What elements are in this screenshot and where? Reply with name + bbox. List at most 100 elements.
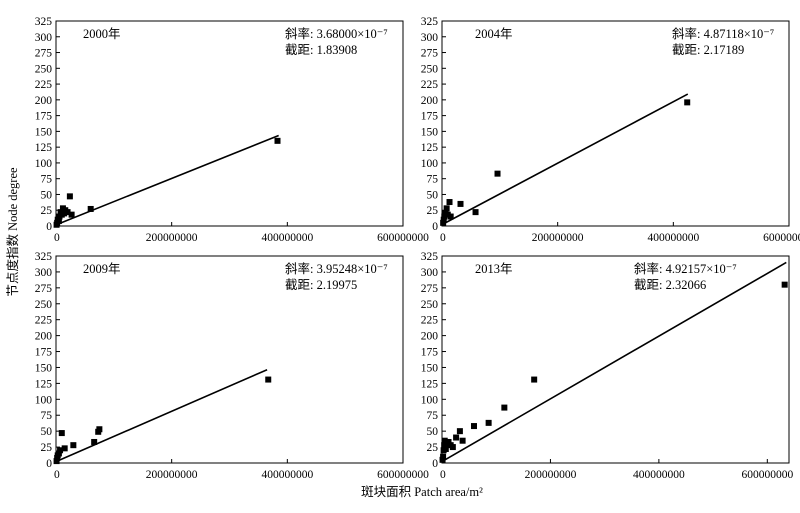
y-tick-label: 50 [41, 189, 53, 201]
x-axis-title: 斑块面积 Patch area/m² [361, 485, 483, 499]
x-tick-label: 400000000 [261, 232, 313, 244]
data-point [485, 419, 492, 426]
data-point [265, 376, 272, 383]
plot-frame [441, 255, 790, 464]
data-point [501, 404, 508, 411]
y-axis-title: 节点度指数 Node degree [5, 167, 20, 297]
y-tick-label: 325 [421, 251, 439, 263]
y-tick-label: 75 [41, 174, 53, 186]
slope-annotation: 斜率: 3.68000×10⁻⁷ [285, 26, 388, 41]
x-tick-label: 600000000 [377, 232, 429, 244]
x-tick-label: 600000000 [377, 469, 429, 481]
data-point [449, 444, 456, 451]
data-point [440, 453, 447, 460]
y-tick-label: 175 [35, 347, 53, 359]
y-tick-label: 300 [421, 32, 439, 44]
data-point [57, 447, 64, 454]
y-tick-label: 325 [35, 251, 53, 263]
data-point [441, 437, 448, 444]
data-point [781, 281, 788, 288]
y-tick-label: 25 [427, 442, 439, 454]
y-tick-label: 200 [421, 331, 439, 343]
y-tick-label: 225 [35, 79, 53, 91]
y-tick-label: 50 [427, 189, 439, 201]
y-tick-label: 225 [421, 315, 439, 327]
data-point [684, 99, 691, 106]
intercept-annotation: 截距: 1.83908 [285, 43, 357, 57]
regression-line [55, 368, 268, 463]
y-tick-label: 0 [432, 221, 438, 233]
y-tick-label: 100 [35, 394, 53, 406]
slope-annotation: 斜率: 3.95248×10⁻⁷ [285, 261, 388, 276]
x-tick-label: 400000000 [633, 469, 685, 481]
x-tick-label: 0 [54, 469, 60, 481]
y-tick-label: 200 [421, 95, 439, 107]
y-tick-label: 25 [41, 205, 53, 217]
y-tick-label: 150 [35, 362, 53, 374]
x-tick-label: 400000000 [647, 232, 699, 244]
x-tick-label: 600000000 [763, 232, 800, 244]
x-tick-label: 0 [54, 232, 60, 244]
data-point [531, 376, 538, 383]
data-point [55, 217, 62, 224]
y-tick-label: 125 [421, 142, 439, 154]
data-point [96, 426, 103, 433]
data-point [64, 209, 71, 216]
panel-year-label: 2009年 [83, 262, 121, 276]
y-tick-label: 125 [421, 378, 439, 390]
y-tick-label: 175 [421, 347, 439, 359]
x-tick-label: 200000000 [525, 469, 577, 481]
data-point [91, 438, 98, 445]
x-tick-label: 200000000 [532, 232, 584, 244]
data-point [274, 137, 281, 144]
y-tick-label: 75 [427, 174, 439, 186]
data-point [470, 423, 477, 430]
data-point [70, 442, 77, 449]
y-tick-label: 175 [421, 111, 439, 123]
y-tick-label: 200 [35, 95, 53, 107]
y-tick-label: 0 [46, 458, 52, 470]
y-tick-label: 150 [421, 362, 439, 374]
panel-2: 0 25 50 75 100 125 150 175 200 225 250 275 300 325 0 20… [35, 251, 429, 481]
y-tick-label: 50 [427, 426, 439, 438]
y-tick-label: 100 [35, 158, 53, 170]
panel-year-label: 2004年 [475, 27, 513, 41]
data-point [442, 445, 449, 452]
data-point [445, 438, 452, 445]
y-tick-label: 300 [35, 267, 53, 279]
regression-line [441, 93, 689, 226]
y-tick-label: 275 [35, 283, 53, 295]
y-tick-label: 275 [35, 48, 53, 60]
x-tick-label: 0 [440, 232, 446, 244]
intercept-annotation: 截距: 2.32066 [634, 278, 706, 292]
plot-frame [55, 255, 404, 464]
data-point [439, 456, 446, 463]
y-tick-label: 100 [421, 158, 439, 170]
data-point [61, 210, 68, 217]
data-point [58, 430, 65, 437]
x-tick-label: 200000000 [146, 469, 198, 481]
data-point [68, 211, 75, 218]
y-tick-label: 275 [421, 48, 439, 60]
regression-line [441, 261, 787, 463]
data-point [443, 205, 450, 212]
y-tick-label: 325 [421, 16, 439, 28]
panel-year-label: 2013年 [475, 262, 513, 276]
data-point [53, 458, 60, 465]
intercept-annotation: 截距: 2.19975 [285, 278, 357, 292]
data-point [441, 213, 448, 220]
data-point [66, 193, 73, 200]
x-tick-label: 0 [440, 469, 446, 481]
y-tick-label: 150 [35, 126, 53, 138]
y-tick-label: 225 [35, 315, 53, 327]
y-tick-label: 275 [421, 283, 439, 295]
y-tick-label: 250 [35, 63, 53, 75]
panel-1: 0 25 50 75 100 125 150 175 200 225 250 275 300 325 0 20… [421, 16, 800, 244]
plot-frame [441, 20, 790, 227]
y-tick-label: 300 [35, 32, 53, 44]
y-tick-label: 175 [35, 111, 53, 123]
data-point [457, 200, 464, 207]
y-tick-label: 200 [35, 331, 53, 343]
